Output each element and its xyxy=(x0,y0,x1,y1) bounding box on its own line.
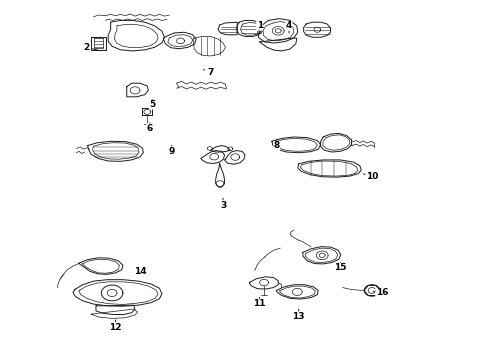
Text: 5: 5 xyxy=(149,99,155,109)
Text: 4: 4 xyxy=(286,21,292,33)
Text: 13: 13 xyxy=(293,309,305,321)
Text: 15: 15 xyxy=(334,262,346,273)
Text: 9: 9 xyxy=(169,145,175,156)
Text: 12: 12 xyxy=(109,320,122,332)
Text: 10: 10 xyxy=(363,172,378,181)
Text: 14: 14 xyxy=(134,267,146,276)
Text: 16: 16 xyxy=(373,288,388,297)
Text: 6: 6 xyxy=(147,123,153,132)
Text: 8: 8 xyxy=(273,139,280,150)
Text: 11: 11 xyxy=(253,297,266,308)
Text: 3: 3 xyxy=(220,198,226,210)
Text: 7: 7 xyxy=(203,68,214,77)
Text: 1: 1 xyxy=(257,21,263,33)
Text: 2: 2 xyxy=(83,43,98,52)
